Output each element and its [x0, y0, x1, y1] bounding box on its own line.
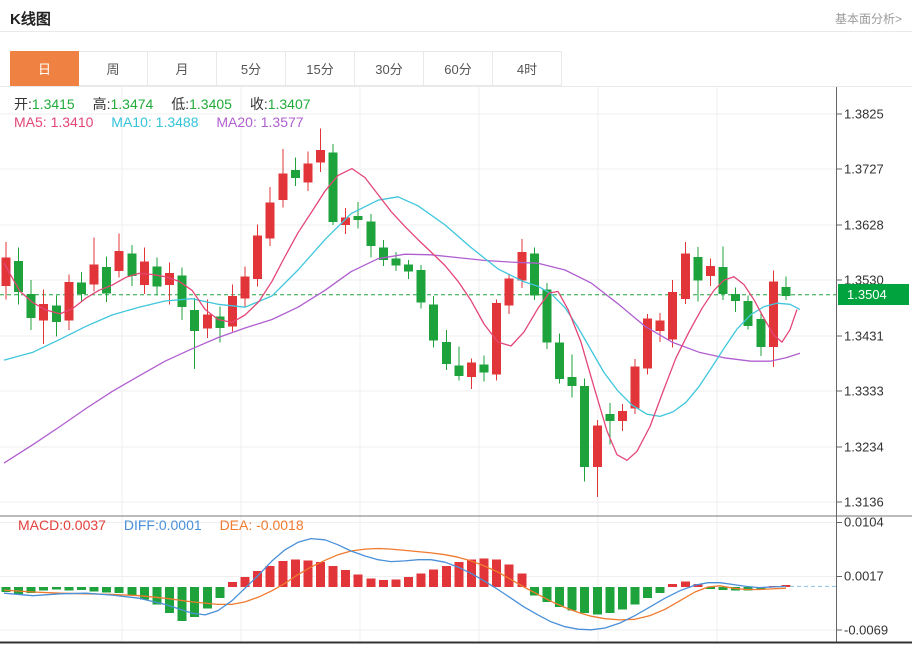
price-axis-label: 1.3727 — [844, 161, 884, 177]
ma20-line — [3, 253, 801, 464]
close-value: 1.3407 — [267, 96, 311, 112]
price-axis-label: 1.3431 — [844, 328, 884, 344]
ma20-label: MA20: — [216, 114, 257, 130]
fundamental-analysis-link[interactable]: 基本面分析> — [834, 12, 902, 26]
high-value: 1.3474 — [110, 96, 154, 112]
candlestick-series — [1, 128, 791, 497]
macd-axis-label: -0.0069 — [844, 622, 889, 638]
macd-value: 0.0037 — [63, 517, 106, 533]
price-axis-label: 1.3234 — [844, 439, 884, 455]
page-header: K线图 基本面分析> — [0, 0, 912, 32]
diff-value: 0.0001 — [158, 517, 202, 533]
ma5-value: 1.3410 — [50, 114, 94, 130]
tab-month[interactable]: 月 — [148, 51, 217, 86]
ma-info-bar: MA5: 1.3410 MA10: 1.3488 MA20: 1.3577 — [14, 114, 304, 130]
low-value: 1.3405 — [189, 96, 232, 112]
price-axis-label: 1.3333 — [844, 383, 884, 399]
axis-ticks — [836, 113, 842, 631]
kline-chart-canvas — [0, 87, 912, 644]
high-label: 高: — [92, 96, 111, 112]
open-value: 1.3415 — [31, 96, 75, 112]
ma10-line — [3, 196, 801, 418]
current-price-badge: 1.3504 — [838, 284, 909, 305]
open-label: 开: — [14, 96, 32, 112]
dea-line — [3, 547, 787, 621]
tab-30min[interactable]: 30分 — [355, 51, 424, 86]
ma5-label: MA5: — [14, 114, 47, 130]
macd-label: MACD: — [18, 517, 64, 533]
diff-label: DIFF: — [123, 517, 159, 533]
diff-line — [3, 537, 787, 631]
ma5-line — [3, 167, 798, 461]
page-title: K线图 — [10, 11, 51, 28]
ma10-label: MA10: — [111, 114, 152, 130]
tab-5min[interactable]: 5分 — [217, 51, 286, 86]
price-axis-label: 1.3530 — [844, 272, 884, 288]
tab-day[interactable]: 日 — [10, 51, 79, 86]
tab-60min[interactable]: 60分 — [424, 51, 493, 86]
chart-area: 开:1.3415 高:1.3474 低:1.3405 收:1.3407 MA5:… — [0, 87, 912, 645]
close-label: 收: — [249, 96, 268, 112]
dea-value: -0.0018 — [256, 517, 304, 533]
price-axis-label: 1.3825 — [844, 106, 884, 122]
tab-week[interactable]: 周 — [79, 51, 148, 86]
macd-histogram — [1, 558, 791, 622]
low-label: 低: — [171, 96, 190, 112]
ma10-value: 1.3488 — [155, 114, 199, 130]
price-axis-label: 1.3628 — [844, 217, 884, 233]
ma20-value: 1.3577 — [260, 114, 304, 130]
tab-15min[interactable]: 15分 — [286, 51, 355, 86]
macd-axis-label: 0.0104 — [844, 514, 884, 530]
ohlc-info-bar: 开:1.3415 高:1.3474 低:1.3405 收:1.3407 — [14, 94, 311, 114]
gridlines — [0, 87, 836, 642]
macd-info-bar: MACD:0.0037 DIFF:0.0001 DEA: -0.0018 — [18, 517, 304, 533]
tab-4hour[interactable]: 4时 — [493, 51, 562, 86]
period-tab-bar: 日 周 月 5分 15分 30分 60分 4时 — [0, 51, 912, 87]
price-axis-label: 1.3136 — [844, 494, 884, 510]
dea-label: DEA: — [219, 517, 253, 533]
macd-axis-label: 0.0017 — [844, 568, 884, 584]
